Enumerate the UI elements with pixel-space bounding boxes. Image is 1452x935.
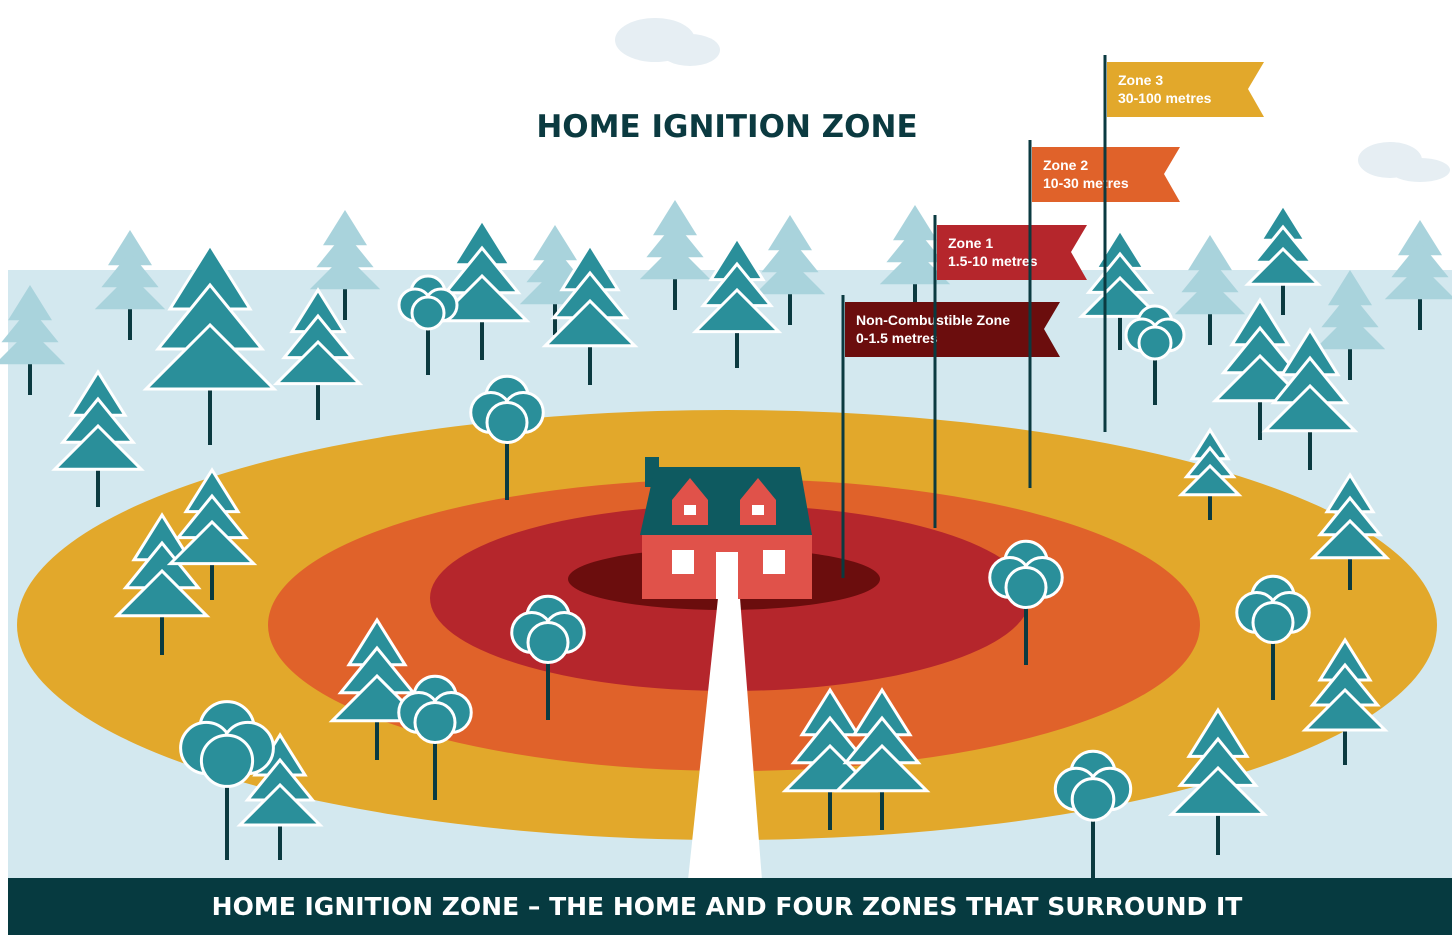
tree-crown — [1072, 779, 1114, 821]
caption: HOME IGNITION ZONE – THE HOME AND FOUR Z… — [212, 892, 1243, 921]
zone-name: Zone 1 — [948, 235, 993, 251]
tree-crown — [1253, 603, 1293, 643]
tree-crown — [201, 735, 252, 786]
zone-range: 10-30 metres — [1043, 175, 1129, 191]
tree-crown — [528, 623, 568, 663]
zone-range: 30-100 metres — [1118, 90, 1212, 106]
zone-name: Zone 3 — [1118, 72, 1163, 88]
pine — [1248, 249, 1318, 284]
page: HOME IGNITION ZONE Non-Combustible Zone 0… — [0, 0, 1452, 935]
house — [640, 457, 812, 599]
tree-crown — [487, 403, 527, 443]
title: HOME IGNITION ZONE — [536, 109, 917, 145]
tree-crown — [1006, 568, 1046, 608]
tree-crown — [412, 297, 444, 329]
zone-name: Zone 2 — [1043, 157, 1088, 173]
pine — [640, 244, 710, 279]
illustration: HOME IGNITION ZONE Non-Combustible Zone 0… — [0, 0, 1452, 935]
zone-name: Non-Combustible Zone — [856, 312, 1010, 328]
tree-crown — [415, 703, 455, 743]
zone-range: 1.5-10 metres — [948, 253, 1038, 269]
zone-range: 0-1.5 metres — [856, 330, 938, 346]
tree-crown — [1139, 327, 1171, 359]
